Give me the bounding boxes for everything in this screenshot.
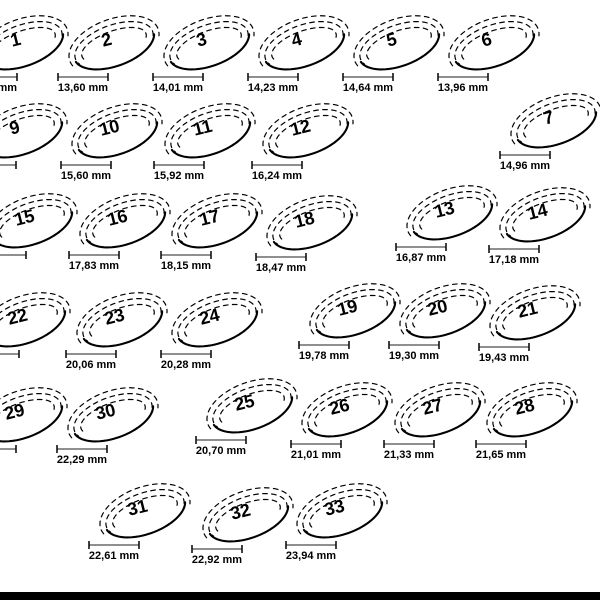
svg-text:14,01 mm: 14,01 mm (153, 82, 203, 94)
svg-text:13,60 mm: 13,60 mm (58, 82, 108, 94)
svg-text:22,61 mm: 22,61 mm (89, 550, 139, 562)
svg-text:18,47 mm: 18,47 mm (256, 262, 306, 274)
svg-text:13,96 mm: 13,96 mm (438, 82, 488, 94)
svg-text:20,06 mm: 20,06 mm (66, 359, 116, 371)
svg-text:21,33 mm: 21,33 mm (384, 449, 434, 461)
svg-text:20,70 mm: 20,70 mm (196, 445, 246, 457)
svg-text:19,30 mm: 19,30 mm (389, 350, 439, 362)
svg-text:21,65 mm: 21,65 mm (476, 449, 526, 461)
svg-text:13,27 mm: 13,27 mm (0, 82, 17, 94)
svg-text:17,83 mm: 17,83 mm (69, 260, 119, 272)
svg-text:23,94 mm: 23,94 mm (286, 550, 336, 562)
svg-text:19,78 mm: 19,78 mm (299, 350, 349, 362)
svg-text:19,43 mm: 19,43 mm (479, 352, 529, 364)
svg-text:22,29 mm: 22,29 mm (57, 454, 107, 466)
svg-text:18,15 mm: 18,15 mm (161, 260, 211, 272)
svg-text:15,92 mm: 15,92 mm (154, 170, 204, 182)
svg-text:16,24 mm: 16,24 mm (252, 170, 302, 182)
svg-text:15,60 mm: 15,60 mm (61, 170, 111, 182)
svg-text:14,64 mm: 14,64 mm (343, 82, 393, 94)
svg-text:21,01 mm: 21,01 mm (291, 449, 341, 461)
svg-text:22,92 mm: 22,92 mm (192, 554, 242, 566)
svg-text:17,18 mm: 17,18 mm (489, 254, 539, 266)
svg-text:14,96 mm: 14,96 mm (500, 160, 550, 172)
svg-text:16,87 mm: 16,87 mm (396, 252, 446, 264)
svg-text:20,28 mm: 20,28 mm (161, 359, 211, 371)
svg-text:14,23 mm: 14,23 mm (248, 82, 298, 94)
